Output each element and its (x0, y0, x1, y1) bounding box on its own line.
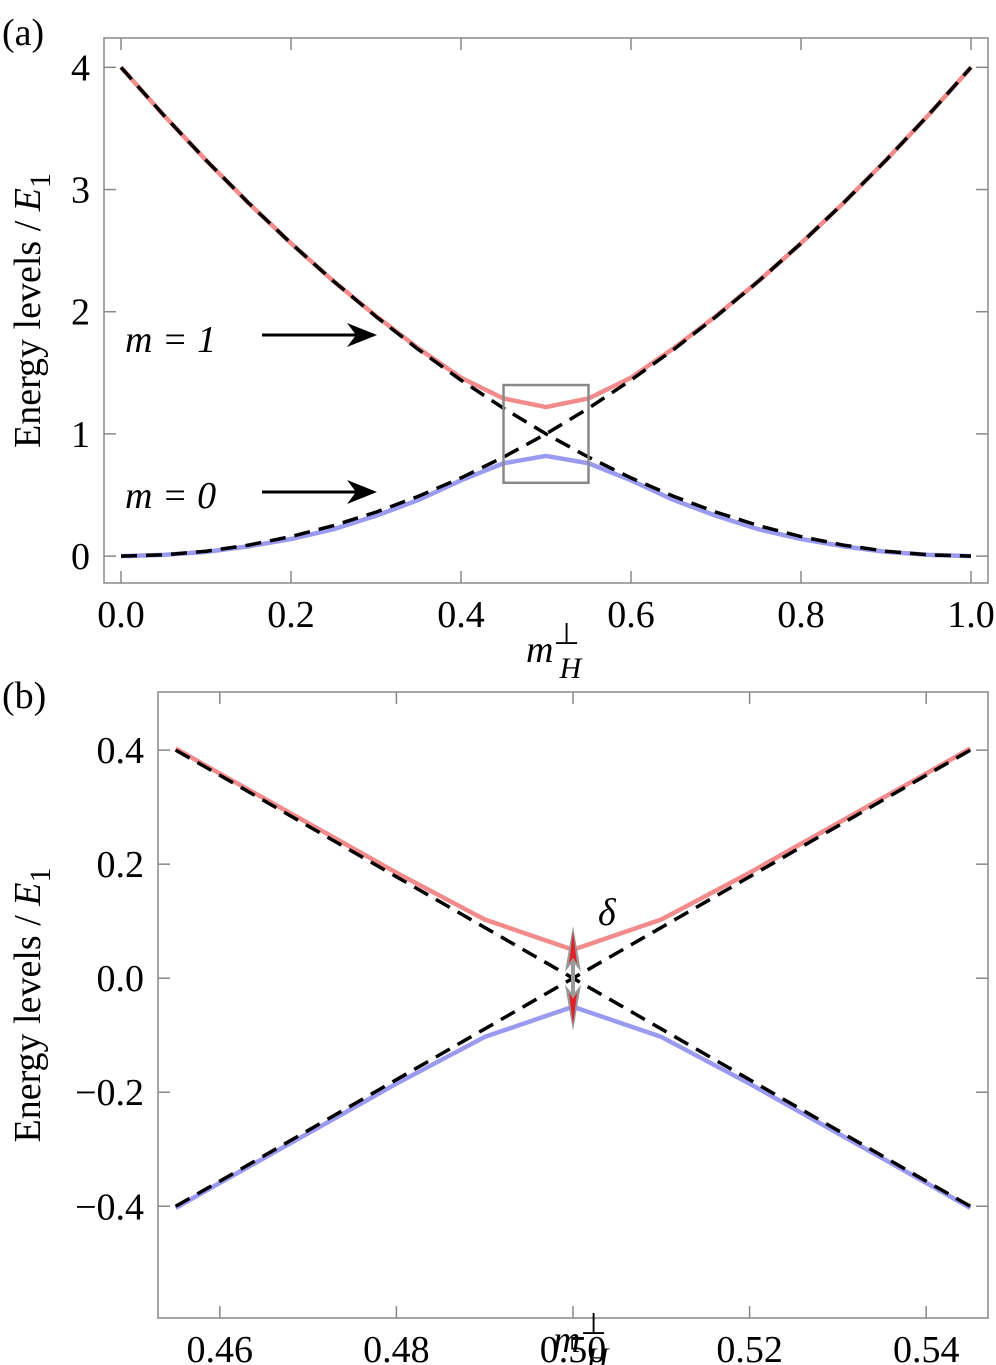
curve (174, 1004, 972, 1210)
x-axis-label-main: m (553, 1319, 580, 1361)
x-axis-label-main: m (526, 629, 553, 671)
x-tick-label: 0.2 (267, 594, 315, 636)
x-tick-label: 0.52 (716, 1329, 783, 1365)
x-axis-label: m⊥ H (553, 1308, 611, 1365)
dashed-curve (120, 66, 973, 558)
x-tick-label: 0.6 (607, 594, 655, 636)
y-tick-label: 0.0 (97, 958, 145, 1000)
y-tick-label: 0 (71, 536, 90, 578)
y-axis-label: Energy levels / E1 (7, 173, 57, 448)
plot-frame (103, 37, 989, 584)
curve (120, 453, 972, 559)
y-axis-label: Energy levels / E1 (7, 868, 57, 1143)
curve (119, 65, 973, 410)
y-axis-label-var: E (7, 188, 49, 212)
x-tick-label: 0.50 (540, 1329, 607, 1365)
annotation: m = 0 (125, 475, 216, 517)
gap-arrowhead (569, 931, 577, 964)
x-tick-label: 0.48 (363, 1329, 430, 1365)
x-tick-label: 0.8 (777, 594, 825, 636)
y-tick-label: −0.2 (75, 1072, 144, 1114)
annotation: δ (598, 892, 617, 934)
x-axis-label-sup: ⊥ (580, 1308, 606, 1341)
panel-label: (b) (2, 675, 46, 717)
x-tick-label: 0.4 (437, 594, 485, 636)
dashed-curve (119, 66, 972, 558)
y-tick-label: 0.2 (97, 844, 145, 886)
y-axis-label-main: Energy levels / (7, 211, 49, 448)
x-tick-label: 0.54 (893, 1329, 960, 1365)
y-tick-label: 4 (71, 47, 90, 89)
y-tick-label: 3 (71, 170, 90, 212)
y-tick-label: 1 (71, 414, 90, 456)
x-tick-label: 0.0 (97, 594, 145, 636)
x-axis-label-sub: H (559, 652, 584, 685)
x-axis-label-sup: ⊥ (553, 618, 579, 651)
x-tick-label: 0.46 (187, 1329, 254, 1365)
x-tick-label: 1.0 (947, 594, 995, 636)
y-tick-label: 2 (71, 292, 90, 334)
gap-arrowhead (569, 992, 577, 1025)
curve (174, 746, 972, 952)
y-tick-label: 0.4 (97, 730, 145, 772)
inset-box (502, 383, 590, 485)
y-tick-label: −0.4 (75, 1186, 144, 1228)
annotation: m = 1 (125, 319, 216, 361)
y-axis-label-var: E (7, 883, 49, 907)
y-axis-label-sub: 1 (24, 173, 57, 188)
x-axis-label: m⊥ H (526, 618, 584, 685)
y-axis-label-sub: 1 (24, 868, 57, 883)
panel-label: (a) (2, 12, 44, 54)
y-axis-label-main: Energy levels / (7, 906, 49, 1143)
x-axis-label-sub: H (586, 1342, 611, 1365)
